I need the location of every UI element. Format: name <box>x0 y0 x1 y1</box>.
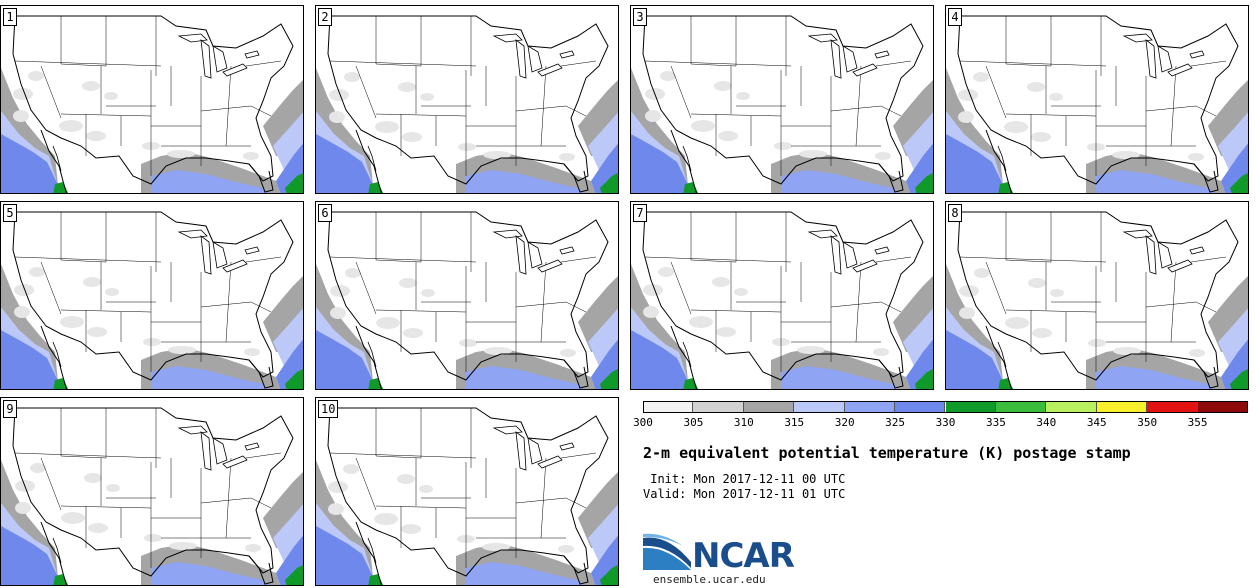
ncar-logo-icon <box>643 533 691 570</box>
panel-number: 2 <box>318 8 332 26</box>
panel-number: 4 <box>948 8 962 26</box>
panel-number: 8 <box>948 204 962 222</box>
valid-time: Valid: Mon 2017-12-11 01 UTC <box>643 487 846 501</box>
conus-map <box>946 202 1248 389</box>
colorbar-segment <box>743 401 795 413</box>
colorbar-tick-label: 305 <box>683 416 704 429</box>
colorbar-segment <box>794 401 845 413</box>
panel-number: 1 <box>3 8 17 26</box>
stamp-panel[interactable]: 4 <box>945 5 1249 194</box>
stamp-panel[interactable]: 10 <box>315 397 619 586</box>
colorbar-tick-label: 350 <box>1137 416 1158 429</box>
colorbar-tick-label: 330 <box>935 416 956 429</box>
conus-map <box>631 6 933 193</box>
ncar-logo-text: NCAR <box>692 536 795 576</box>
colorbar-segment <box>1197 401 1248 413</box>
colorbar-segment <box>945 401 996 413</box>
stamp-panel[interactable]: 2 <box>315 5 619 194</box>
conus-map <box>631 202 933 389</box>
page-title: 2-m equivalent potential temperature (K)… <box>643 444 1131 462</box>
colorbar-tick-label: 335 <box>985 416 1006 429</box>
colorbar-segment <box>844 401 896 413</box>
colorbar-tick-label: 310 <box>733 416 754 429</box>
colorbar-segment <box>1147 401 1198 413</box>
colorbar-tick-label: 345 <box>1086 416 1107 429</box>
logo-subtitle: ensemble.ucar.edu <box>653 573 766 586</box>
conus-map <box>1 202 303 389</box>
colorbar-tick-label: 340 <box>1036 416 1057 429</box>
init-time: Init: Mon 2017-12-11 00 UTC <box>643 472 846 486</box>
conus-map <box>316 202 618 389</box>
stamp-panel[interactable]: 5 <box>0 201 304 390</box>
colorbar-tick-label: 320 <box>834 416 855 429</box>
panel-number: 9 <box>3 400 17 418</box>
conus-map <box>946 6 1248 193</box>
panel-number: 6 <box>318 204 332 222</box>
colorbar-segment <box>995 401 1047 413</box>
panel-number: 3 <box>633 8 647 26</box>
colorbar-segment <box>1046 401 1097 413</box>
stamp-panel[interactable]: 1 <box>0 5 304 194</box>
conus-map <box>316 398 618 585</box>
conus-map <box>316 6 618 193</box>
stamp-panel[interactable]: 3 <box>630 5 934 194</box>
colorbar-segment <box>643 401 694 413</box>
colorbar-tick-label: 300 <box>633 416 653 429</box>
colorbar-segment <box>1096 401 1148 413</box>
colorbar <box>643 401 1248 413</box>
conus-map <box>1 398 303 585</box>
colorbar-tick-label: 325 <box>885 416 906 429</box>
colorbar-tick-label: 355 <box>1187 416 1208 429</box>
colorbar-tick-label: 315 <box>784 416 805 429</box>
panel-number: 5 <box>3 204 17 222</box>
panel-number: 7 <box>633 204 647 222</box>
stamp-panel[interactable]: 7 <box>630 201 934 390</box>
panel-number: 10 <box>318 400 339 418</box>
stamp-panel[interactable]: 8 <box>945 201 1249 390</box>
conus-map <box>1 6 303 193</box>
colorbar-segment <box>693 401 744 413</box>
stamp-panel[interactable]: 6 <box>315 201 619 390</box>
stamp-panel[interactable]: 9 <box>0 397 304 586</box>
colorbar-segment <box>895 401 946 413</box>
